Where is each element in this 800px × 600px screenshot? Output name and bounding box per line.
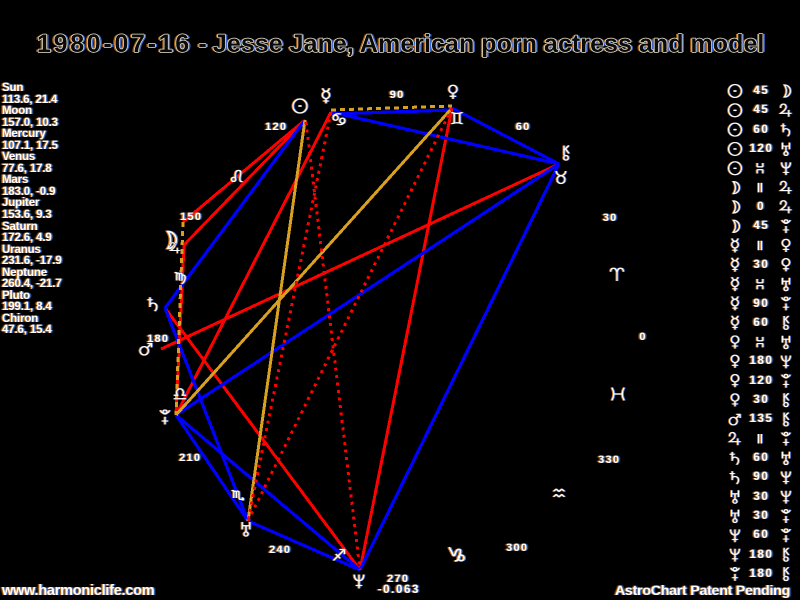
svg-text:1980-07-16 - Jesse Jane, Ameri: 1980-07-16 - Jesse Jane, American porn a… <box>37 30 764 58</box>
svg-text:1980-07-16 - Jesse Jane, Ameri: 1980-07-16 - Jesse Jane, American porn a… <box>35 30 762 58</box>
svg-text:1980-07-16 - Jesse Jane, Ameri: 1980-07-16 - Jesse Jane, American porn a… <box>39 30 766 58</box>
